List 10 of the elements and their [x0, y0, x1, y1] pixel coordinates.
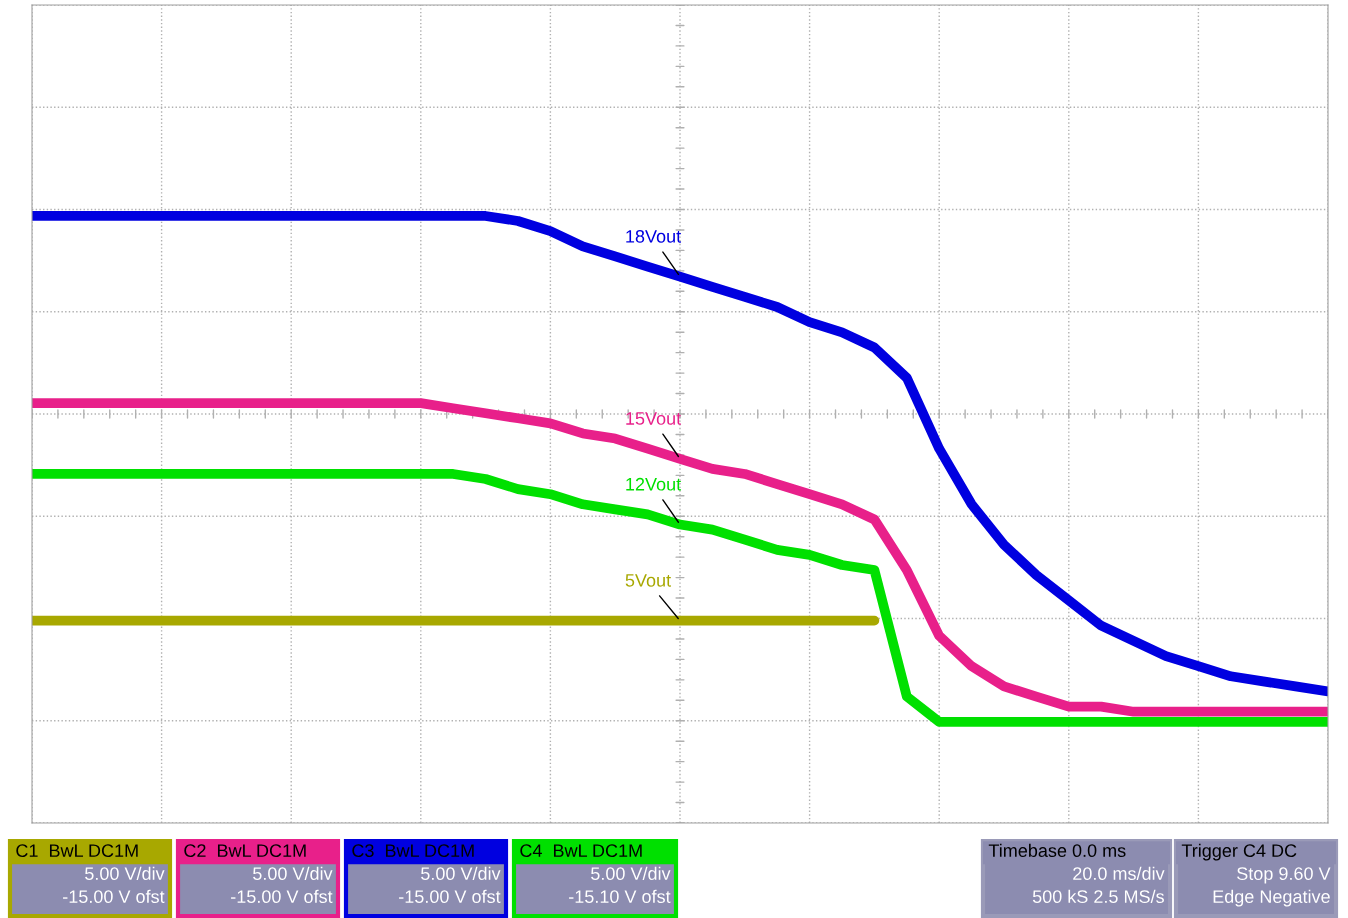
text: Timebase 0.0 ms 20.0 ms/div 500 kS 2.5 MS/s: [988, 843, 1165, 904]
text: Trigger C4 DC Stop 9.60 V Edge Negative: [1181, 843, 1331, 907]
series-label: 5Vout: [625, 574, 671, 587]
series-label: 12Vout: [626, 477, 682, 491]
text: C1 BwL DC1M 5.00 V/div -15.00 V ofst: [16, 844, 165, 904]
series-label: 18Vout: [626, 229, 682, 243]
text: C3 BwL DC1M 5.00 V/div -15.00 V ofst: [352, 844, 501, 904]
text: C2 BwL DC1M 5.00 V/div -15.00 V ofst: [184, 844, 333, 904]
text: C4 BwL DC1M 5.00 V/div -15.10 V ofst: [520, 844, 671, 904]
series-label: 15Vout: [626, 412, 682, 425]
